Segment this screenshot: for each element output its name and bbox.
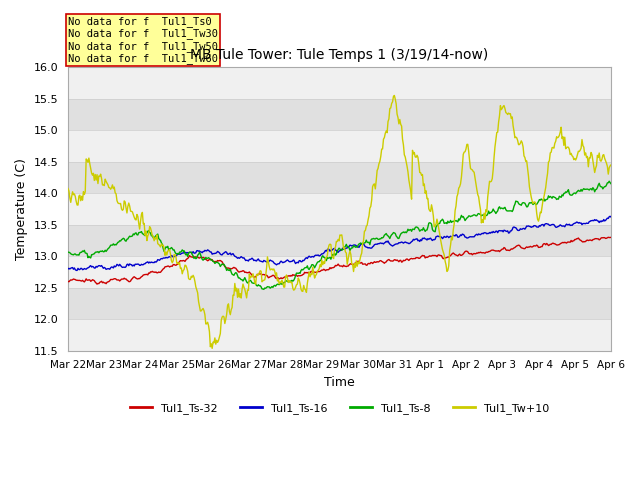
Bar xyxy=(68,319,611,350)
Bar xyxy=(68,193,611,225)
Bar xyxy=(68,256,611,288)
Bar xyxy=(68,130,611,162)
Bar xyxy=(68,162,611,193)
Bar xyxy=(68,225,611,256)
Y-axis label: Temperature (C): Temperature (C) xyxy=(15,158,28,260)
Bar xyxy=(68,288,611,319)
Text: No data for f  Tul1_Ts0
No data for f  Tul1_Tw30
No data for f  Tul1_Tw50
No dat: No data for f Tul1_Ts0 No data for f Tul… xyxy=(68,16,218,64)
Bar xyxy=(68,98,611,130)
Bar xyxy=(68,67,611,98)
X-axis label: Time: Time xyxy=(324,376,355,389)
Legend: Tul1_Ts-32, Tul1_Ts-16, Tul1_Ts-8, Tul1_Tw+10: Tul1_Ts-32, Tul1_Ts-16, Tul1_Ts-8, Tul1_… xyxy=(125,399,554,419)
Title: MB Tule Tower: Tule Temps 1 (3/19/14-now): MB Tule Tower: Tule Temps 1 (3/19/14-now… xyxy=(190,48,488,62)
